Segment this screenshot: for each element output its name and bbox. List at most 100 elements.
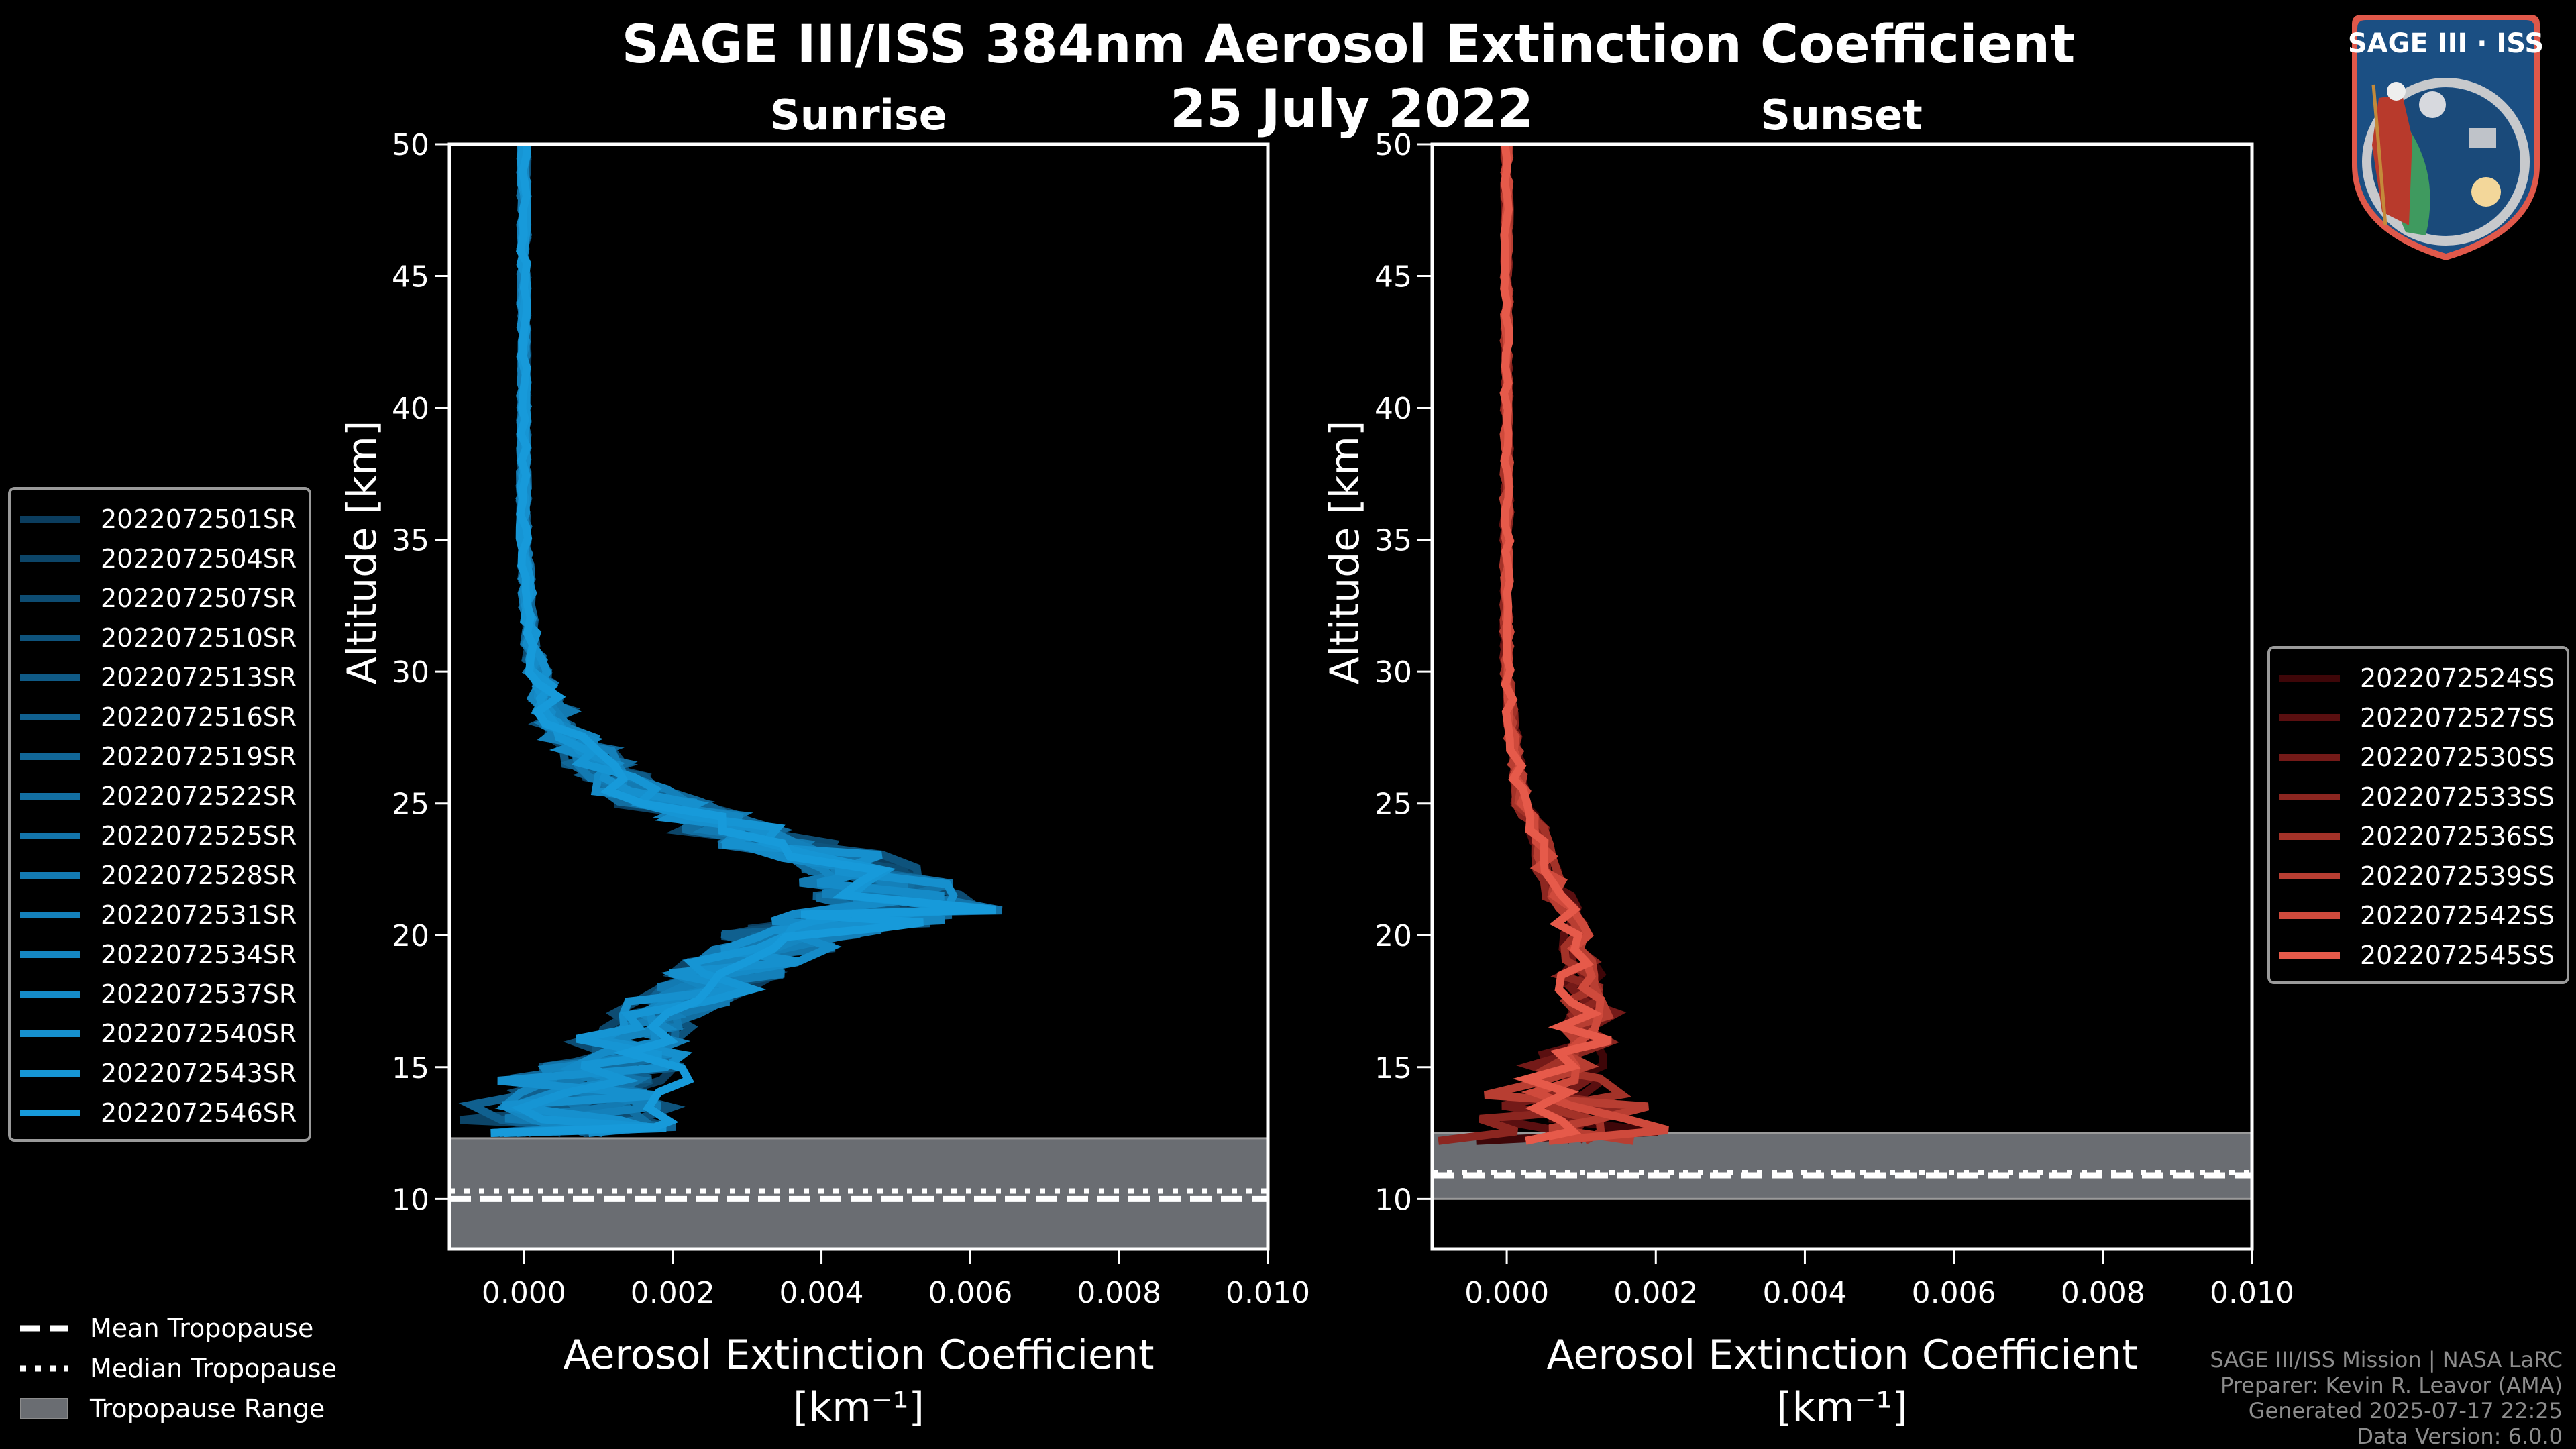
y-tick-label: 45 — [392, 260, 429, 294]
legend-label: 2022072513SR — [101, 662, 297, 692]
y-tick-label: 30 — [392, 655, 429, 690]
dashed-line-icon — [20, 1325, 68, 1332]
legend-line-icon — [2279, 872, 2340, 879]
axes-frame — [447, 142, 1270, 1251]
legend-label: 2022072522SR — [101, 781, 297, 811]
legend-item: 2022072528SR — [20, 855, 297, 895]
y-tick-label: 20 — [392, 919, 429, 953]
legend-item: 2022072501SR — [20, 499, 297, 539]
legend-line-icon — [20, 990, 80, 998]
iss-icon — [2469, 128, 2496, 148]
x-tick-label: 0.002 — [1613, 1276, 1698, 1310]
x-tick-label: 0.000 — [482, 1276, 566, 1310]
series-line-2022072542SS — [1499, 144, 1669, 1145]
series-line-2022072546SR — [490, 144, 997, 1137]
legend-label: 2022072531SR — [101, 900, 297, 930]
credits-generated: Generated 2025-07-17 22:25 — [2248, 1398, 2563, 1424]
panel-title-sunset: Sunset — [1760, 91, 1923, 140]
legend-item: 2022072540SR — [20, 1014, 297, 1053]
y-tick-label: 10 — [1375, 1183, 1412, 1217]
legend-item: 2022072543SR — [20, 1053, 297, 1093]
legend-line-icon — [20, 951, 80, 958]
x-tick-label: 0.002 — [631, 1276, 715, 1310]
legend-item: 2022072537SR — [20, 974, 297, 1014]
y-tick-label: 10 — [392, 1183, 429, 1217]
legend-label: 2022072542SS — [2360, 900, 2555, 930]
legend-label: 2022072516SR — [101, 702, 297, 732]
legend-label: 2022072539SS — [2360, 861, 2555, 891]
y-tick-label: 35 — [1375, 524, 1412, 558]
credits-preparer: Preparer: Kevin R. Leavor (AMA) — [2220, 1373, 2563, 1398]
legend-line-icon — [20, 713, 80, 720]
x-axis-units: [km⁻¹] — [1776, 1384, 1908, 1431]
x-tick-label: 0.010 — [1226, 1276, 1310, 1310]
legend-line-icon — [2279, 912, 2340, 919]
legend-item: 2022072524SS — [2279, 658, 2555, 698]
x-tick-label: 0.004 — [1762, 1276, 1847, 1310]
dotted-line-icon — [20, 1365, 68, 1372]
legend-item: 2022072507SR — [20, 578, 297, 618]
legend-line-icon — [20, 832, 80, 839]
legend-label: 2022072536SS — [2360, 821, 2555, 851]
x-tick-label: 0.006 — [928, 1276, 1012, 1310]
legend-label: 2022072501SR — [101, 504, 297, 534]
axes-frame — [1430, 142, 2254, 1251]
legend-line-icon — [20, 1069, 80, 1077]
legend-item: 2022072525SR — [20, 816, 297, 855]
y-tick-label: 50 — [1375, 128, 1412, 162]
x-tick-label: 0.000 — [1464, 1276, 1549, 1310]
legend-item: 2022072539SS — [2279, 856, 2555, 896]
legend-line-icon — [20, 1109, 80, 1116]
x-tick-label: 0.008 — [1077, 1276, 1161, 1310]
legend-line-icon — [20, 634, 80, 641]
legend-item: 2022072522SR — [20, 776, 297, 816]
legend-item: 2022072527SS — [2279, 698, 2555, 737]
y-tick-label: 45 — [1375, 260, 1412, 294]
legend-item: 2022072531SR — [20, 895, 297, 934]
y-tick-label: 20 — [1375, 919, 1412, 953]
legend-label: 2022072524SS — [2360, 663, 2555, 693]
y-tick-label: 40 — [392, 392, 429, 426]
legend-line-icon — [20, 555, 80, 562]
logo-title: SAGE III · ISS — [2348, 28, 2544, 59]
legend-line-icon — [20, 515, 80, 523]
legend-label: 2022072534SR — [101, 939, 297, 969]
x-axis-label: Aerosol Extinction Coefficient — [1547, 1332, 2138, 1379]
sunset-panel: 0.000 0.002 0.004 0.006 0.008 0.010 10 15 20 25 30… — [1322, 128, 2294, 1431]
y-tick-label: 15 — [1375, 1051, 1412, 1085]
legend-label: 2022072510SR — [101, 623, 297, 653]
series-line-2022072540SR — [497, 144, 958, 1137]
moon-icon — [2419, 91, 2446, 118]
sun-icon — [2471, 177, 2501, 207]
chart-date: 25 July 2022 — [1169, 79, 1534, 140]
legend-item: 2022072546SR — [20, 1093, 297, 1132]
panel-title-sunrise: Sunrise — [770, 91, 947, 140]
y-tick-label: 30 — [1375, 655, 1412, 690]
sunrise-legend: 2022072501SR 2022072504SR 2022072507SR 2022… — [8, 487, 312, 1142]
credits-mission: SAGE III/ISS Mission | NASA LaRC — [2210, 1347, 2563, 1373]
legend-line-icon — [20, 1030, 80, 1037]
legend-item: 2022072542SS — [2279, 896, 2555, 935]
legend-item: 2022072545SS — [2279, 935, 2555, 975]
legend-item: 2022072504SR — [20, 539, 297, 578]
plot-area — [1432, 144, 2252, 1200]
credits-footer: SAGE III/ISS Mission | NASA LaRC Prepare… — [2210, 1347, 2563, 1449]
y-tick-label: 35 — [392, 524, 429, 558]
legend-line-icon — [2279, 833, 2340, 840]
legend-label: Mean Tropopause — [90, 1313, 314, 1343]
legend-item: 2022072519SR — [20, 737, 297, 776]
series-line-2022072545SS — [1499, 144, 1612, 1145]
legend-line-icon — [2279, 753, 2340, 761]
legend-line-icon — [20, 674, 80, 681]
y-tick-label: 15 — [392, 1051, 429, 1085]
legend-label: 2022072546SR — [101, 1097, 297, 1128]
sage-mission-logo: SAGE III · ISS — [2348, 15, 2544, 260]
legend-line-icon — [20, 911, 80, 918]
legend-label: 2022072528SR — [101, 860, 297, 890]
legend-line-icon — [2279, 674, 2340, 682]
legend-line-icon — [2279, 793, 2340, 800]
series-line-2022072543SR — [504, 144, 977, 1137]
x-axis-units: [km⁻¹] — [793, 1384, 924, 1431]
legend-item-mean-tropopause: Mean Tropopause — [20, 1308, 337, 1348]
